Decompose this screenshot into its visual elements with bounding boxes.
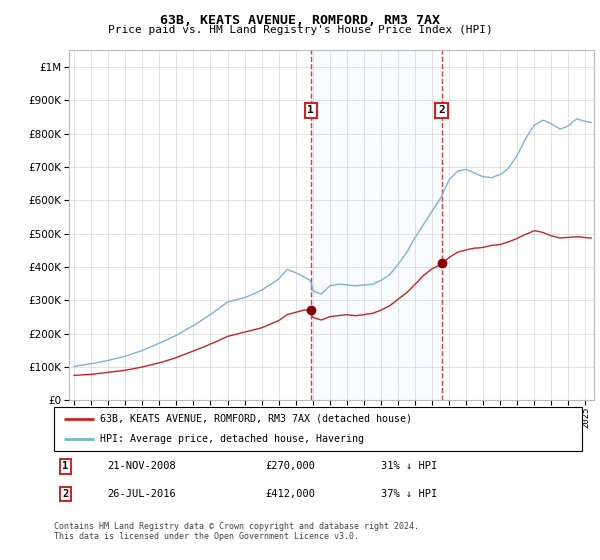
Text: 2: 2 — [438, 105, 445, 115]
Text: 63B, KEATS AVENUE, ROMFORD, RM3 7AX (detached house): 63B, KEATS AVENUE, ROMFORD, RM3 7AX (det… — [100, 414, 412, 424]
FancyBboxPatch shape — [54, 407, 582, 451]
Text: 2: 2 — [62, 489, 69, 499]
Text: 1: 1 — [62, 461, 69, 472]
Text: HPI: Average price, detached house, Havering: HPI: Average price, detached house, Have… — [100, 434, 364, 444]
Text: £412,000: £412,000 — [265, 489, 315, 499]
Text: This data is licensed under the Open Government Licence v3.0.: This data is licensed under the Open Gov… — [54, 532, 359, 541]
Text: 26-JUL-2016: 26-JUL-2016 — [107, 489, 176, 499]
Text: Contains HM Land Registry data © Crown copyright and database right 2024.: Contains HM Land Registry data © Crown c… — [54, 522, 419, 531]
Bar — [311, 50, 442, 400]
Text: 1: 1 — [307, 105, 314, 115]
Text: £270,000: £270,000 — [265, 461, 315, 472]
Text: 31% ↓ HPI: 31% ↓ HPI — [382, 461, 437, 472]
Text: Price paid vs. HM Land Registry's House Price Index (HPI): Price paid vs. HM Land Registry's House … — [107, 25, 493, 35]
Text: 63B, KEATS AVENUE, ROMFORD, RM3 7AX: 63B, KEATS AVENUE, ROMFORD, RM3 7AX — [160, 14, 440, 27]
Text: 37% ↓ HPI: 37% ↓ HPI — [382, 489, 437, 499]
Text: 21-NOV-2008: 21-NOV-2008 — [107, 461, 176, 472]
